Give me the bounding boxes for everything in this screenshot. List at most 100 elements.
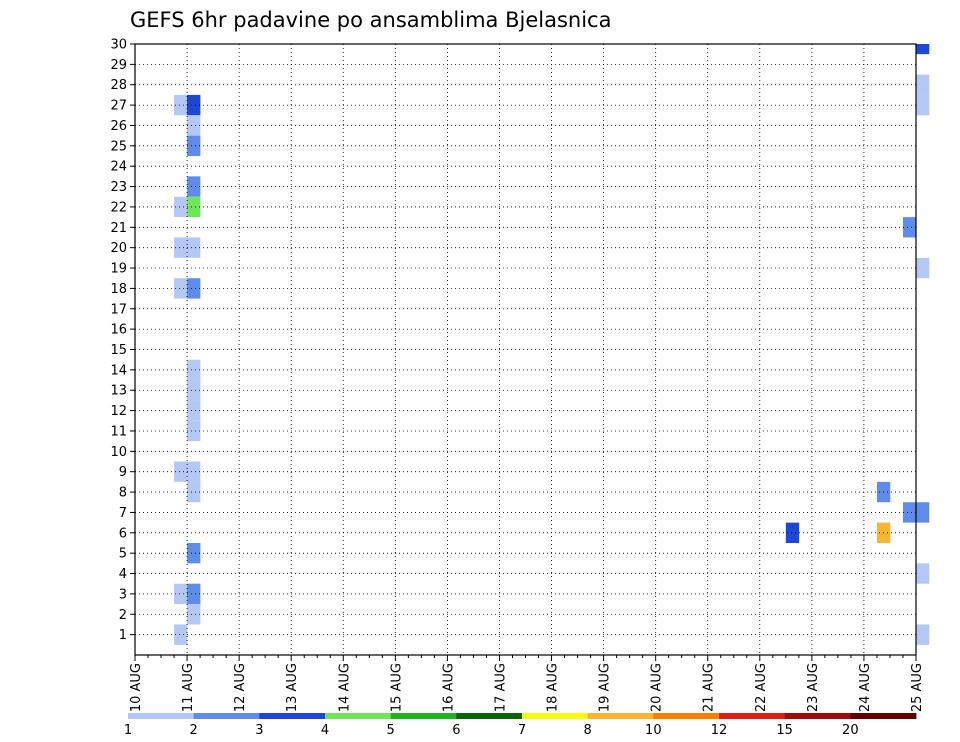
y-tick-label: 5 [119,547,127,562]
heatmap-cell [785,522,800,543]
legend-label: 20 [842,723,859,738]
y-tick-label: 22 [110,200,127,215]
x-tick-label: 22 AUG [754,663,769,712]
y-tick-label: 6 [119,526,127,541]
y-tick-label: 14 [110,363,127,378]
legend-label: 5 [387,723,395,738]
heatmap-cell [174,196,188,218]
grid-lines [135,44,916,655]
y-tick-label: 8 [119,486,127,501]
heatmap-cell [187,176,201,197]
y-tick-label: 13 [110,384,127,399]
heatmap-cells [174,44,930,645]
x-tick-label: 18 AUG [546,663,561,712]
y-tick-label: 21 [110,221,127,236]
y-axis: 1234567891011121314151617181920212223242… [110,38,135,643]
heatmap-cell [187,359,201,381]
legend-swatch [587,713,654,719]
legend-swatch [259,713,326,719]
legend-swatch [390,713,457,719]
y-tick-label: 2 [119,608,127,623]
heatmap-cell [916,94,930,116]
heatmap-cell [187,481,201,503]
heatmap-cell [187,380,201,401]
heatmap-cell [174,624,188,645]
heatmap-cell [174,237,188,258]
heatmap-cell [174,461,188,482]
heatmap-cell [187,583,201,605]
legend-swatch [850,713,917,719]
legend-label: 8 [584,723,592,738]
x-tick-label: 11 AUG [181,663,196,712]
legend-label: 6 [452,723,460,738]
y-tick-label: 7 [119,506,127,521]
x-tick-label: 15 AUG [389,663,404,712]
heatmap-cell [187,604,201,625]
heatmap-cell [187,278,201,299]
x-axis: 10 AUG 11 AUG 12 AUG 13 AUG 14 AUG 15 AUG 16 A… [129,655,925,712]
heatmap-cell [916,624,930,645]
y-tick-label: 20 [110,241,127,256]
legend-label: 7 [518,723,526,738]
y-tick-label: 19 [110,262,127,277]
legend-label: 1 [124,723,132,738]
y-tick-label: 3 [119,587,127,602]
heatmap-cell [174,583,188,605]
y-tick-label: 17 [110,302,127,317]
heatmap-cell [187,135,201,157]
legend-label: 15 [776,723,793,738]
legend-label: 2 [190,723,198,738]
heatmap-cell [916,257,930,279]
heatmap-cell [916,44,930,55]
x-tick-label: 14 AUG [337,663,352,712]
legend-swatch [522,713,589,719]
x-tick-label: 23 AUG [806,663,821,712]
x-tick-label: 10 AUG [129,663,144,712]
y-tick-label: 23 [110,180,127,195]
y-tick-label: 30 [110,38,127,53]
heatmap-cell [187,461,201,482]
heatmap-cell [187,196,201,218]
heatmap-cell [187,94,201,116]
x-tick-label: 16 AUG [441,663,456,712]
heatmap-cell [187,400,201,421]
legend-swatch [653,713,720,719]
heatmap-cell [187,237,201,258]
y-tick-label: 27 [110,99,127,114]
x-tick-label: 24 AUG [858,663,873,712]
heatmap-cell [187,420,201,442]
x-tick-label: 21 AUG [702,663,717,712]
legend-label: 12 [711,723,728,738]
color-legend: 1 2 3 4 5 6 7 8 10 12 15 20 [124,713,917,738]
heatmap-cell [187,115,201,136]
y-tick-label: 16 [110,323,127,338]
heatmap-cell [187,542,201,564]
x-tick-label: 13 AUG [285,663,300,712]
heatmap-cell [174,278,188,299]
y-tick-label: 18 [110,282,127,297]
chart-title: GEFS 6hr padavine po ansamblima Bjelasni… [130,8,611,32]
legend-swatch [719,713,786,719]
legend-label: 10 [645,723,662,738]
y-tick-label: 15 [110,343,127,358]
legend-label: 3 [255,723,263,738]
heatmap-cell [916,74,930,95]
x-tick-label: 17 AUG [493,663,508,712]
y-tick-label: 1 [119,628,127,643]
heatmap-cell [902,217,917,238]
x-tick-label: 19 AUG [598,663,613,712]
y-tick-label: 12 [110,404,127,419]
y-tick-label: 10 [110,445,127,460]
y-tick-label: 24 [110,160,127,175]
x-tick-label: 12 AUG [233,663,248,712]
legend-swatch [193,713,260,719]
heatmap-cell [916,502,930,523]
legend-label: 4 [321,723,329,738]
x-tick-label: 20 AUG [650,663,665,712]
plot-frame [134,43,917,656]
y-tick-label: 25 [110,139,127,154]
y-tick-label: 11 [110,424,127,439]
y-tick-label: 29 [110,58,127,73]
y-tick-label: 9 [119,465,127,480]
